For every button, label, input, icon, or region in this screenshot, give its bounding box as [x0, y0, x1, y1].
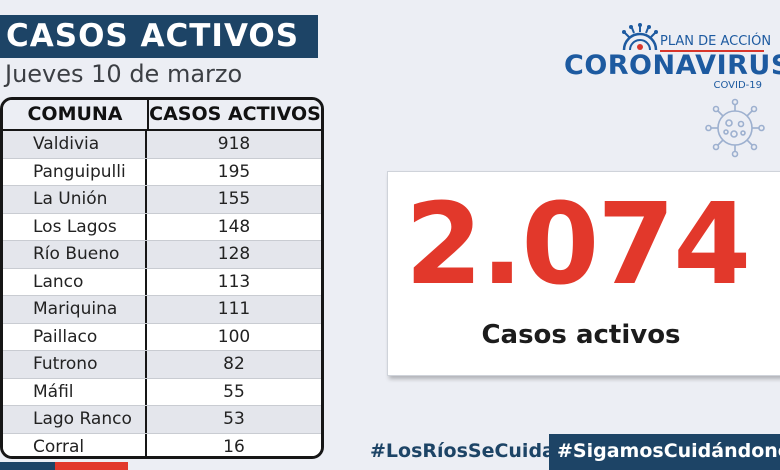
casos-cell: 918 — [217, 134, 251, 154]
casos-cell: 100 — [217, 326, 251, 347]
casos-cell: 16 — [223, 436, 245, 457]
table-row: Lanco 113 — [3, 268, 321, 296]
comuna-cell: Máfil — [3, 378, 147, 405]
casos-cell: 155 — [217, 189, 251, 209]
comuna-cell: Río Bueno — [3, 241, 147, 268]
table-row: Panguipulli 195 — [3, 158, 321, 186]
casos-cell: 55 — [223, 381, 245, 402]
casos-cell: 195 — [217, 161, 251, 182]
comuna-cell: Panguipulli — [3, 158, 147, 185]
total-cases-label: Casos activos — [481, 320, 681, 350]
casos-cell: 111 — [217, 299, 251, 319]
total-cases-card: 2.074 Casos activos — [387, 171, 780, 376]
comuna-cell: Paillaco — [3, 323, 147, 350]
table-row: Río Bueno 128 — [3, 241, 321, 269]
comuna-cell: Mariquina — [3, 296, 147, 323]
casos-cell: 113 — [217, 271, 251, 292]
table-row: Máfil 55 — [3, 378, 321, 406]
logo-plan-text: PLAN DE ACCIÓN — [660, 34, 772, 49]
comuna-cell: Lago Ranco — [3, 406, 147, 433]
casos-cell: 82 — [223, 354, 245, 374]
hashtag-los-rios: #LosRíosSeCuida — [370, 440, 555, 462]
flag-blue-segment — [0, 462, 55, 470]
casos-cell: 148 — [217, 216, 251, 237]
comuna-cell: La Unión — [3, 186, 147, 213]
logo-divider — [660, 50, 764, 52]
casos-cell: 128 — [217, 244, 251, 264]
comuna-cell: Corral — [3, 433, 147, 456]
table-body: Valdivia 918 Panguipulli 195 La Unión 155 L… — [3, 131, 321, 457]
hashtag-sigamos: #SigamosCuidándonos — [549, 434, 780, 470]
comuna-cell: Futrono — [3, 351, 147, 378]
page-title: CASOS ACTIVOS — [0, 15, 318, 58]
coronavirus-logo: PLAN DE ACCIÓN CORONAVIRUS COVID-19 — [560, 28, 780, 98]
virus-outline-icon — [705, 98, 765, 158]
table-header: COMUNA CASOS ACTIVOS — [3, 100, 321, 131]
virus-icon — [622, 23, 658, 51]
logo-sub: COVID-19 — [713, 80, 762, 91]
table-row: Futrono 82 — [3, 351, 321, 379]
column-header-casos: CASOS ACTIVOS — [149, 103, 321, 125]
flag-red-segment — [55, 462, 128, 470]
table-row: Los Lagos 148 — [3, 213, 321, 241]
date-label: Jueves 10 de marzo — [5, 60, 243, 88]
comuna-cell: Valdivia — [3, 131, 147, 158]
table-row: Valdivia 918 — [3, 131, 321, 159]
comuna-cell: Los Lagos — [3, 213, 147, 240]
table-row: La Unión 155 — [3, 186, 321, 214]
comuna-cell: Lanco — [3, 268, 147, 295]
cases-table: COMUNA CASOS ACTIVOS Valdivia 918 Panguip… — [0, 97, 324, 459]
table-row: Corral 16 — [3, 433, 321, 457]
logo-name: CORONAVIRUS — [564, 50, 780, 81]
table-row: Mariquina 111 — [3, 296, 321, 324]
column-header-comuna: COMUNA — [3, 100, 149, 129]
table-row: Paillaco 100 — [3, 323, 321, 351]
casos-cell: 53 — [223, 409, 245, 429]
total-cases-number: 2.074 — [404, 180, 751, 310]
table-row: Lago Ranco 53 — [3, 406, 321, 434]
